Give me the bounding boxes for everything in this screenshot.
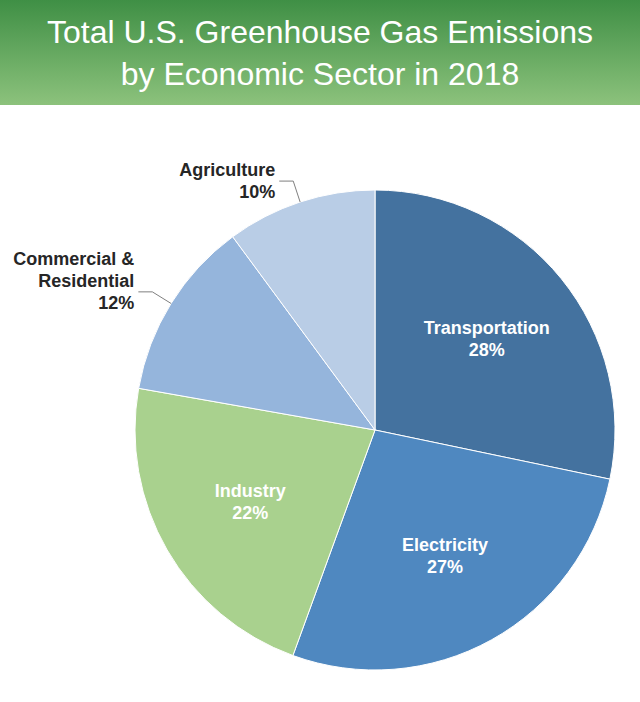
svg-text:Transportation28%: Transportation28% (424, 318, 550, 360)
svg-text:Electricity27%: Electricity27% (402, 535, 488, 577)
svg-text:Agriculture10%: Agriculture10% (179, 160, 275, 202)
svg-text:Commercial &Residential12%: Commercial &Residential12% (13, 249, 134, 313)
svg-text:Industry22%: Industry22% (215, 481, 286, 523)
html-text:Total U.S. Greenhouse Gas Emis: Total U.S. Greenhouse Gas Emissions by E… (47, 13, 593, 92)
